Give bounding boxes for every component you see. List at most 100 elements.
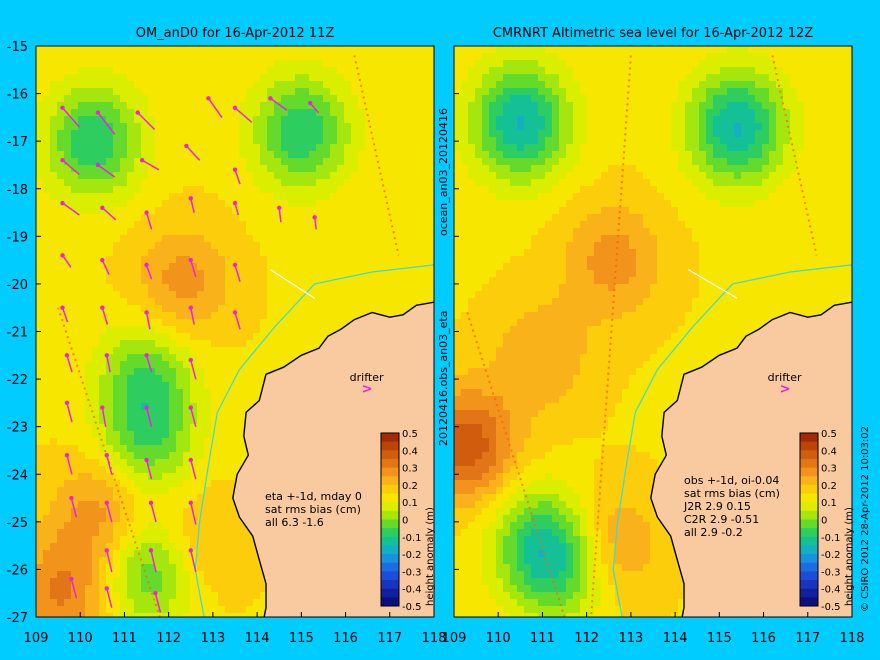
field-cell <box>190 95 198 103</box>
field-cell <box>393 298 401 306</box>
field-cell <box>92 179 100 187</box>
field-cell <box>50 424 58 432</box>
field-cell <box>92 53 100 61</box>
field-cell <box>260 326 268 334</box>
vector-head <box>232 105 238 111</box>
field-cell <box>211 116 219 124</box>
field-cell <box>232 417 240 425</box>
field-cell <box>454 382 462 390</box>
field-cell <box>113 172 121 180</box>
field-cell <box>50 53 58 61</box>
field-cell <box>344 305 352 313</box>
field-cell <box>162 354 170 362</box>
field-cell <box>246 347 254 355</box>
field-cell <box>169 445 177 453</box>
field-cell <box>225 599 233 607</box>
field-cell <box>302 137 310 145</box>
field-cell <box>302 200 310 208</box>
field-cell <box>309 193 317 201</box>
field-cell <box>239 88 247 96</box>
field-cell <box>461 172 469 180</box>
field-cell <box>190 606 198 614</box>
field-cell <box>239 249 247 257</box>
field-cell <box>379 102 387 110</box>
vector-head <box>104 548 109 553</box>
field-cell <box>141 613 149 617</box>
field-cell <box>141 459 149 467</box>
field-cell <box>239 151 247 159</box>
current-vector <box>234 107 253 123</box>
field-cell <box>393 270 401 278</box>
field-cell <box>218 256 226 264</box>
field-cell <box>218 221 226 229</box>
field-cell <box>57 368 65 376</box>
field-cell <box>274 151 282 159</box>
colorbar-band <box>381 467 399 477</box>
field-cell <box>155 333 163 341</box>
field-cell <box>428 235 434 243</box>
field-cell <box>386 284 394 292</box>
field-cell <box>274 67 282 75</box>
field-cell <box>407 60 415 68</box>
field-cell <box>274 193 282 201</box>
field-cell <box>176 382 184 390</box>
field-cell <box>302 60 310 68</box>
field-cell <box>393 102 401 110</box>
field-cell <box>204 550 212 558</box>
field-cell <box>92 172 100 180</box>
field-cell <box>155 536 163 544</box>
field-cell <box>274 312 282 320</box>
field-cell <box>400 277 408 285</box>
field-cell <box>141 564 149 572</box>
field-cell <box>232 536 240 544</box>
field-cell <box>127 235 135 243</box>
field-cell <box>323 53 331 61</box>
field-cell <box>400 123 408 131</box>
field-cell <box>43 508 51 516</box>
field-cell <box>253 354 261 362</box>
field-cell <box>176 305 184 313</box>
field-cell <box>246 375 254 383</box>
field-cell <box>246 186 254 194</box>
field-cell <box>50 95 58 103</box>
field-cell <box>274 165 282 173</box>
field-cell <box>71 88 79 96</box>
field-cell <box>78 606 86 614</box>
field-cell <box>267 81 275 89</box>
field-cell <box>274 298 282 306</box>
field-cell <box>204 431 212 439</box>
field-cell <box>316 109 324 117</box>
field-cell <box>148 270 156 278</box>
field-cell <box>176 130 184 138</box>
field-cell <box>309 172 317 180</box>
field-cell <box>71 382 79 390</box>
field-cell <box>183 578 191 586</box>
field-cell <box>344 46 352 54</box>
field-cell <box>169 123 177 131</box>
colorbar-band <box>381 528 399 538</box>
field-cell <box>113 508 121 516</box>
field-cell <box>400 109 408 117</box>
field-cell <box>50 284 58 292</box>
field-cell <box>127 571 135 579</box>
field-cell <box>260 221 268 229</box>
field-cell <box>274 109 282 117</box>
field-cell <box>162 382 170 390</box>
field-cell <box>239 277 247 285</box>
field-cell <box>127 53 135 61</box>
field-cell <box>372 123 380 131</box>
field-cell <box>141 165 149 173</box>
field-cell <box>232 305 240 313</box>
field-cell <box>141 599 149 607</box>
field-cell <box>260 95 268 103</box>
field-cell <box>461 137 469 145</box>
vector-head <box>95 110 101 115</box>
field-cell <box>92 298 100 306</box>
field-cell <box>57 46 65 54</box>
field-cell <box>113 109 121 117</box>
field-cell <box>330 186 338 194</box>
field-cell <box>113 354 121 362</box>
field-cell <box>57 571 65 579</box>
field-cell <box>414 249 422 257</box>
field-cell <box>183 410 191 418</box>
